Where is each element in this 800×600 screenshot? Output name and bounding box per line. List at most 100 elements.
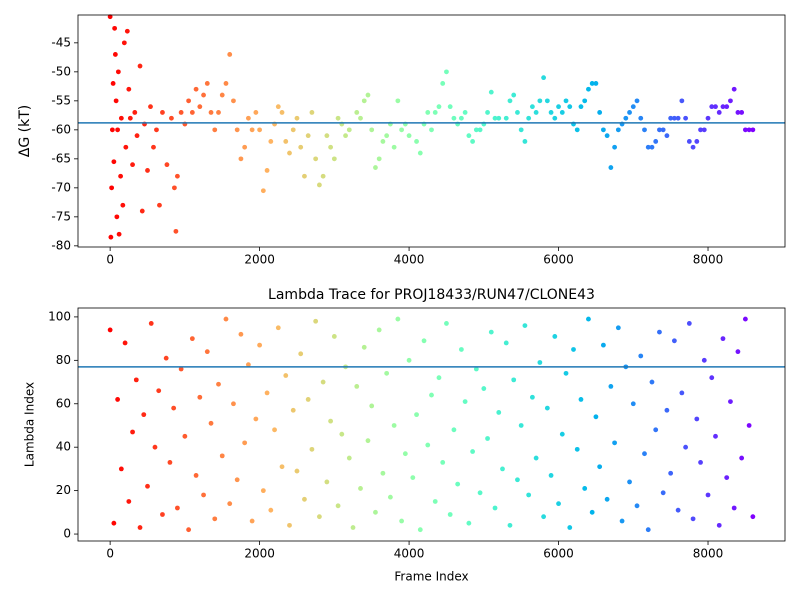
point (212, 516, 218, 522)
point (709, 104, 715, 110)
point (406, 357, 412, 363)
point (410, 475, 416, 480)
point (552, 115, 558, 121)
point (470, 449, 476, 454)
point (145, 168, 150, 173)
point (518, 423, 524, 428)
point (507, 98, 513, 104)
point (716, 522, 722, 528)
point (245, 115, 251, 121)
point (597, 110, 603, 115)
point (578, 397, 584, 402)
point (126, 86, 132, 92)
y-axis-label: Lambda Index (23, 382, 37, 467)
point (582, 486, 588, 491)
point (290, 407, 296, 413)
point (227, 52, 233, 57)
point (447, 104, 453, 110)
point (320, 173, 326, 179)
x-tick-label: 2000 (244, 547, 275, 561)
point (556, 501, 561, 507)
point (406, 133, 412, 139)
point (515, 477, 520, 483)
point (167, 459, 173, 465)
x-axis-label: Frame Index (394, 570, 468, 584)
point (567, 525, 573, 530)
point (373, 509, 378, 515)
point (173, 228, 179, 234)
point (728, 399, 733, 404)
point (305, 397, 311, 402)
point (145, 483, 150, 489)
y-tick-label: 40 (56, 440, 71, 454)
point (324, 479, 330, 485)
point (126, 499, 132, 504)
point (238, 331, 244, 337)
point (526, 492, 532, 498)
point (395, 316, 401, 322)
point (361, 344, 367, 350)
point (154, 127, 159, 133)
y-tick-label: -80 (51, 238, 71, 252)
point (373, 165, 378, 170)
point (120, 202, 126, 208)
point (638, 115, 644, 121)
point (283, 139, 289, 144)
point (395, 98, 401, 104)
point (451, 115, 457, 121)
point (151, 144, 156, 150)
point (529, 104, 535, 110)
point (485, 436, 490, 441)
point (451, 427, 457, 433)
point (559, 110, 565, 115)
point (694, 139, 700, 144)
point (122, 340, 128, 346)
point (473, 127, 479, 133)
point (612, 144, 618, 150)
point (544, 405, 550, 411)
point (268, 139, 274, 144)
point (507, 522, 513, 528)
point (130, 429, 135, 435)
point (481, 386, 487, 391)
point (567, 104, 573, 110)
point (186, 98, 192, 104)
point (324, 133, 330, 139)
point (260, 488, 266, 494)
point (313, 318, 319, 324)
point (440, 459, 446, 465)
point (515, 110, 520, 115)
point (320, 379, 326, 385)
point (197, 104, 203, 110)
point (118, 466, 124, 472)
point (156, 388, 162, 394)
x-tick-label: 2000 (244, 253, 275, 267)
point (638, 353, 644, 359)
point (163, 355, 169, 361)
point (552, 334, 558, 339)
point (376, 327, 382, 333)
point (313, 156, 319, 162)
point (436, 375, 442, 381)
point (608, 165, 614, 170)
point (172, 185, 177, 191)
point (219, 453, 225, 459)
point (455, 481, 461, 487)
point (425, 110, 431, 115)
point (466, 520, 472, 526)
point (713, 104, 718, 110)
point (354, 110, 360, 115)
point (417, 150, 423, 156)
point (425, 442, 431, 448)
point (541, 514, 547, 520)
point (653, 427, 659, 433)
point (115, 127, 121, 133)
point (127, 115, 133, 121)
point (234, 477, 240, 483)
point (578, 104, 584, 110)
point (537, 360, 543, 365)
point (231, 98, 236, 104)
point (249, 518, 255, 524)
point (728, 98, 733, 104)
point (529, 394, 535, 400)
